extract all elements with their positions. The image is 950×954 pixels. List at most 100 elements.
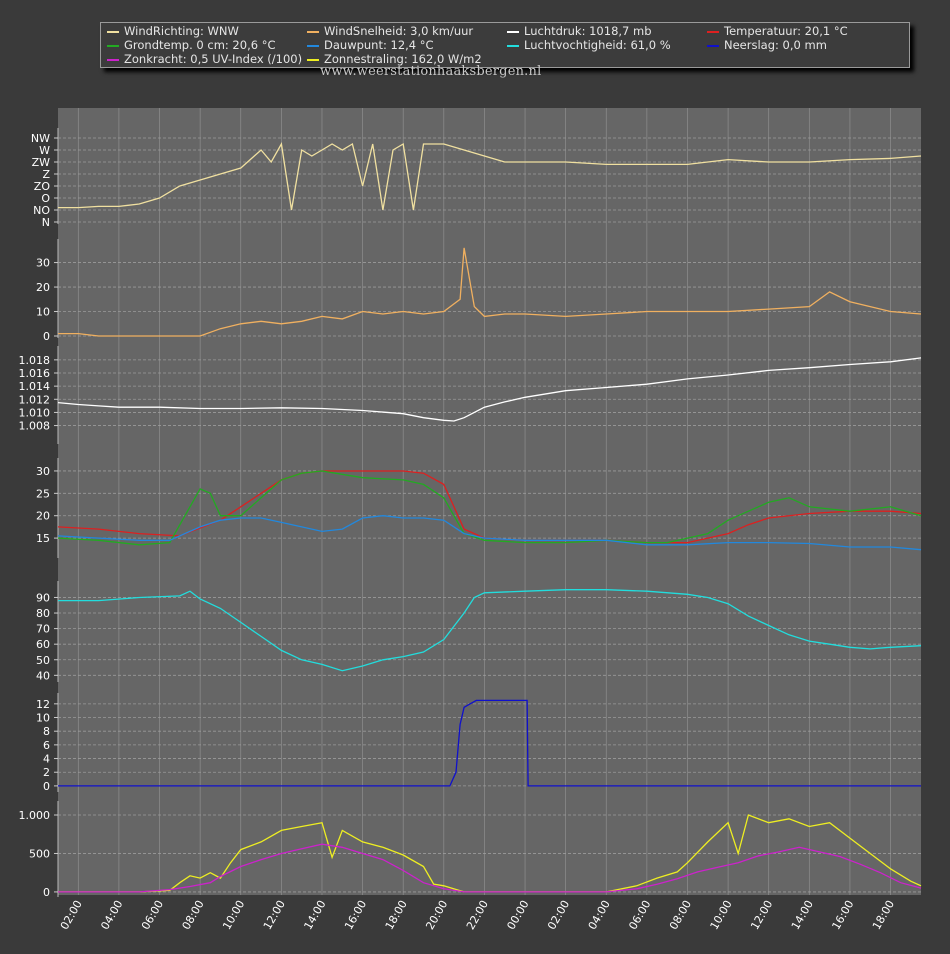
series-line	[57, 470, 922, 546]
legend-item-uv: Zonkracht: 0,5 UV-Index (/100)	[107, 52, 302, 66]
y-tick-label: O	[41, 192, 50, 205]
y-tick-label: 90	[36, 591, 50, 604]
y-tick-label: 50	[36, 654, 50, 667]
legend-swatch	[507, 44, 519, 47]
legend-swatch	[307, 30, 319, 33]
y-tick-label: 0	[43, 886, 50, 899]
y-tick-label: 15	[36, 532, 50, 545]
y-tick-label: 1.010	[19, 406, 51, 419]
legend-swatch	[107, 30, 119, 33]
legend-item-ground-temp: Grondtemp. 0 cm: 20,6 °C	[107, 38, 275, 52]
y-tick-label: NW	[31, 132, 50, 145]
plot-area	[58, 108, 921, 895]
x-tick-label: 16:00	[342, 898, 369, 932]
legend-swatch	[507, 30, 519, 33]
y-tick-label: 20	[36, 281, 50, 294]
y-tick-label: 1.018	[19, 354, 51, 367]
y-tick-label: 6	[43, 739, 50, 752]
y-tick-label: ZO	[34, 180, 51, 193]
y-tick-label: 40	[36, 669, 50, 682]
x-tick-label: 10:00	[220, 898, 247, 932]
y-tick-label: 1.008	[19, 420, 51, 433]
y-tick-label: 12	[36, 698, 50, 711]
x-tick-label: 08:00	[180, 898, 207, 932]
legend-label: Luchtdruk: 1018,7 mb	[524, 24, 652, 38]
y-tick-label: 0	[43, 330, 50, 343]
series-line	[58, 589, 922, 672]
x-tick-label: 18:00	[383, 898, 410, 932]
y-tick-label: 2	[43, 766, 50, 779]
y-tick-label: 500	[29, 847, 50, 860]
series-line	[58, 247, 922, 337]
legend-item-pressure: Luchtdruk: 1018,7 mb	[507, 24, 652, 38]
y-tick-label: 20	[36, 510, 50, 523]
y-tick-label: 0	[43, 780, 50, 793]
series-line	[57, 515, 922, 551]
y-tick-label: 8	[43, 725, 50, 738]
legend-label: Zonkracht: 0,5 UV-Index (/100)	[124, 52, 303, 66]
x-tick-label: 14:00	[301, 898, 328, 932]
series-line	[57, 470, 922, 544]
legend-item-wind-direction: WindRichting: WNW	[107, 24, 239, 38]
legend-item-precipitation: Neerslag: 0,0 mm	[707, 38, 827, 52]
legend-label: WindRichting: WNW	[124, 24, 239, 38]
legend-item-solar-radiation: Zonnestraling: 162,0 W/m2	[307, 52, 482, 66]
y-tick-label: 10	[36, 712, 50, 725]
legend-label: Neerslag: 0,0 mm	[724, 38, 827, 52]
y-tick-label: 1.012	[19, 393, 51, 406]
legend-item-humidity: Luchtvochtigheid: 61,0 %	[507, 38, 671, 52]
x-tick-label: 16:00	[829, 898, 856, 932]
legend: WindRichting: WNW WindSnelheid: 3,0 km/u…	[100, 22, 910, 68]
legend-item-dew-point: Dauwpunt: 12,4 °C	[307, 38, 434, 52]
x-tick-label: 04:00	[586, 898, 613, 932]
series-line	[57, 357, 922, 422]
x-tick-label: 22:00	[464, 898, 491, 932]
x-tick-label: 18:00	[870, 898, 897, 932]
y-tick-label: 30	[36, 257, 50, 270]
y-tick-label: W	[39, 144, 50, 157]
legend-label: Zonnestraling: 162,0 W/m2	[324, 52, 482, 66]
x-tick-label: 06:00	[139, 898, 166, 932]
x-tick-label: 08:00	[667, 898, 694, 932]
legend-swatch	[707, 30, 719, 33]
legend-item-wind-speed: WindSnelheid: 3,0 km/uur	[307, 24, 473, 38]
legend-label: Luchtvochtigheid: 61,0 %	[524, 38, 671, 52]
x-tick-label: 04:00	[98, 898, 125, 932]
x-tick-label: 14:00	[789, 898, 816, 932]
y-tick-label: 30	[36, 465, 50, 478]
y-tick-label: NO	[33, 204, 50, 217]
legend-swatch	[307, 58, 319, 61]
x-tick-label: 06:00	[626, 898, 653, 932]
y-tick-label: 1.014	[19, 380, 51, 393]
y-tick-label: 1.000	[19, 809, 51, 822]
y-tick-label: 70	[36, 623, 50, 636]
legend-swatch	[107, 58, 119, 61]
legend-label: Temperatuur: 20,1 °C	[724, 24, 848, 38]
y-tick-label: 4	[43, 753, 50, 766]
y-tick-label: 25	[36, 487, 50, 500]
x-tick-label: 00:00	[505, 898, 532, 932]
x-tick-label: 02:00	[58, 898, 85, 932]
legend-swatch	[707, 44, 719, 47]
y-tick-label: ZW	[32, 156, 51, 169]
legend-label: Dauwpunt: 12,4 °C	[324, 38, 434, 52]
legend-swatch	[107, 44, 119, 47]
x-tick-label: 02:00	[545, 898, 572, 932]
legend-item-temperature: Temperatuur: 20,1 °C	[707, 24, 848, 38]
y-tick-label: Z	[42, 168, 50, 181]
y-tick-label: 80	[36, 607, 50, 620]
x-tick-label: 20:00	[423, 898, 450, 932]
x-tick-label: 12:00	[748, 898, 775, 932]
watermark: www.weerstationhaaksbergen.nl	[320, 64, 542, 79]
series-line	[58, 142, 922, 211]
legend-label: Grondtemp. 0 cm: 20,6 °C	[124, 38, 276, 52]
x-tick-label: 12:00	[261, 898, 288, 932]
series-line	[58, 699, 921, 787]
y-tick-label: 10	[36, 306, 50, 319]
series-line	[58, 843, 922, 893]
legend-swatch	[307, 44, 319, 47]
x-tick-label: 10:00	[708, 898, 735, 932]
legend-label: WindSnelheid: 3,0 km/uur	[324, 24, 474, 38]
